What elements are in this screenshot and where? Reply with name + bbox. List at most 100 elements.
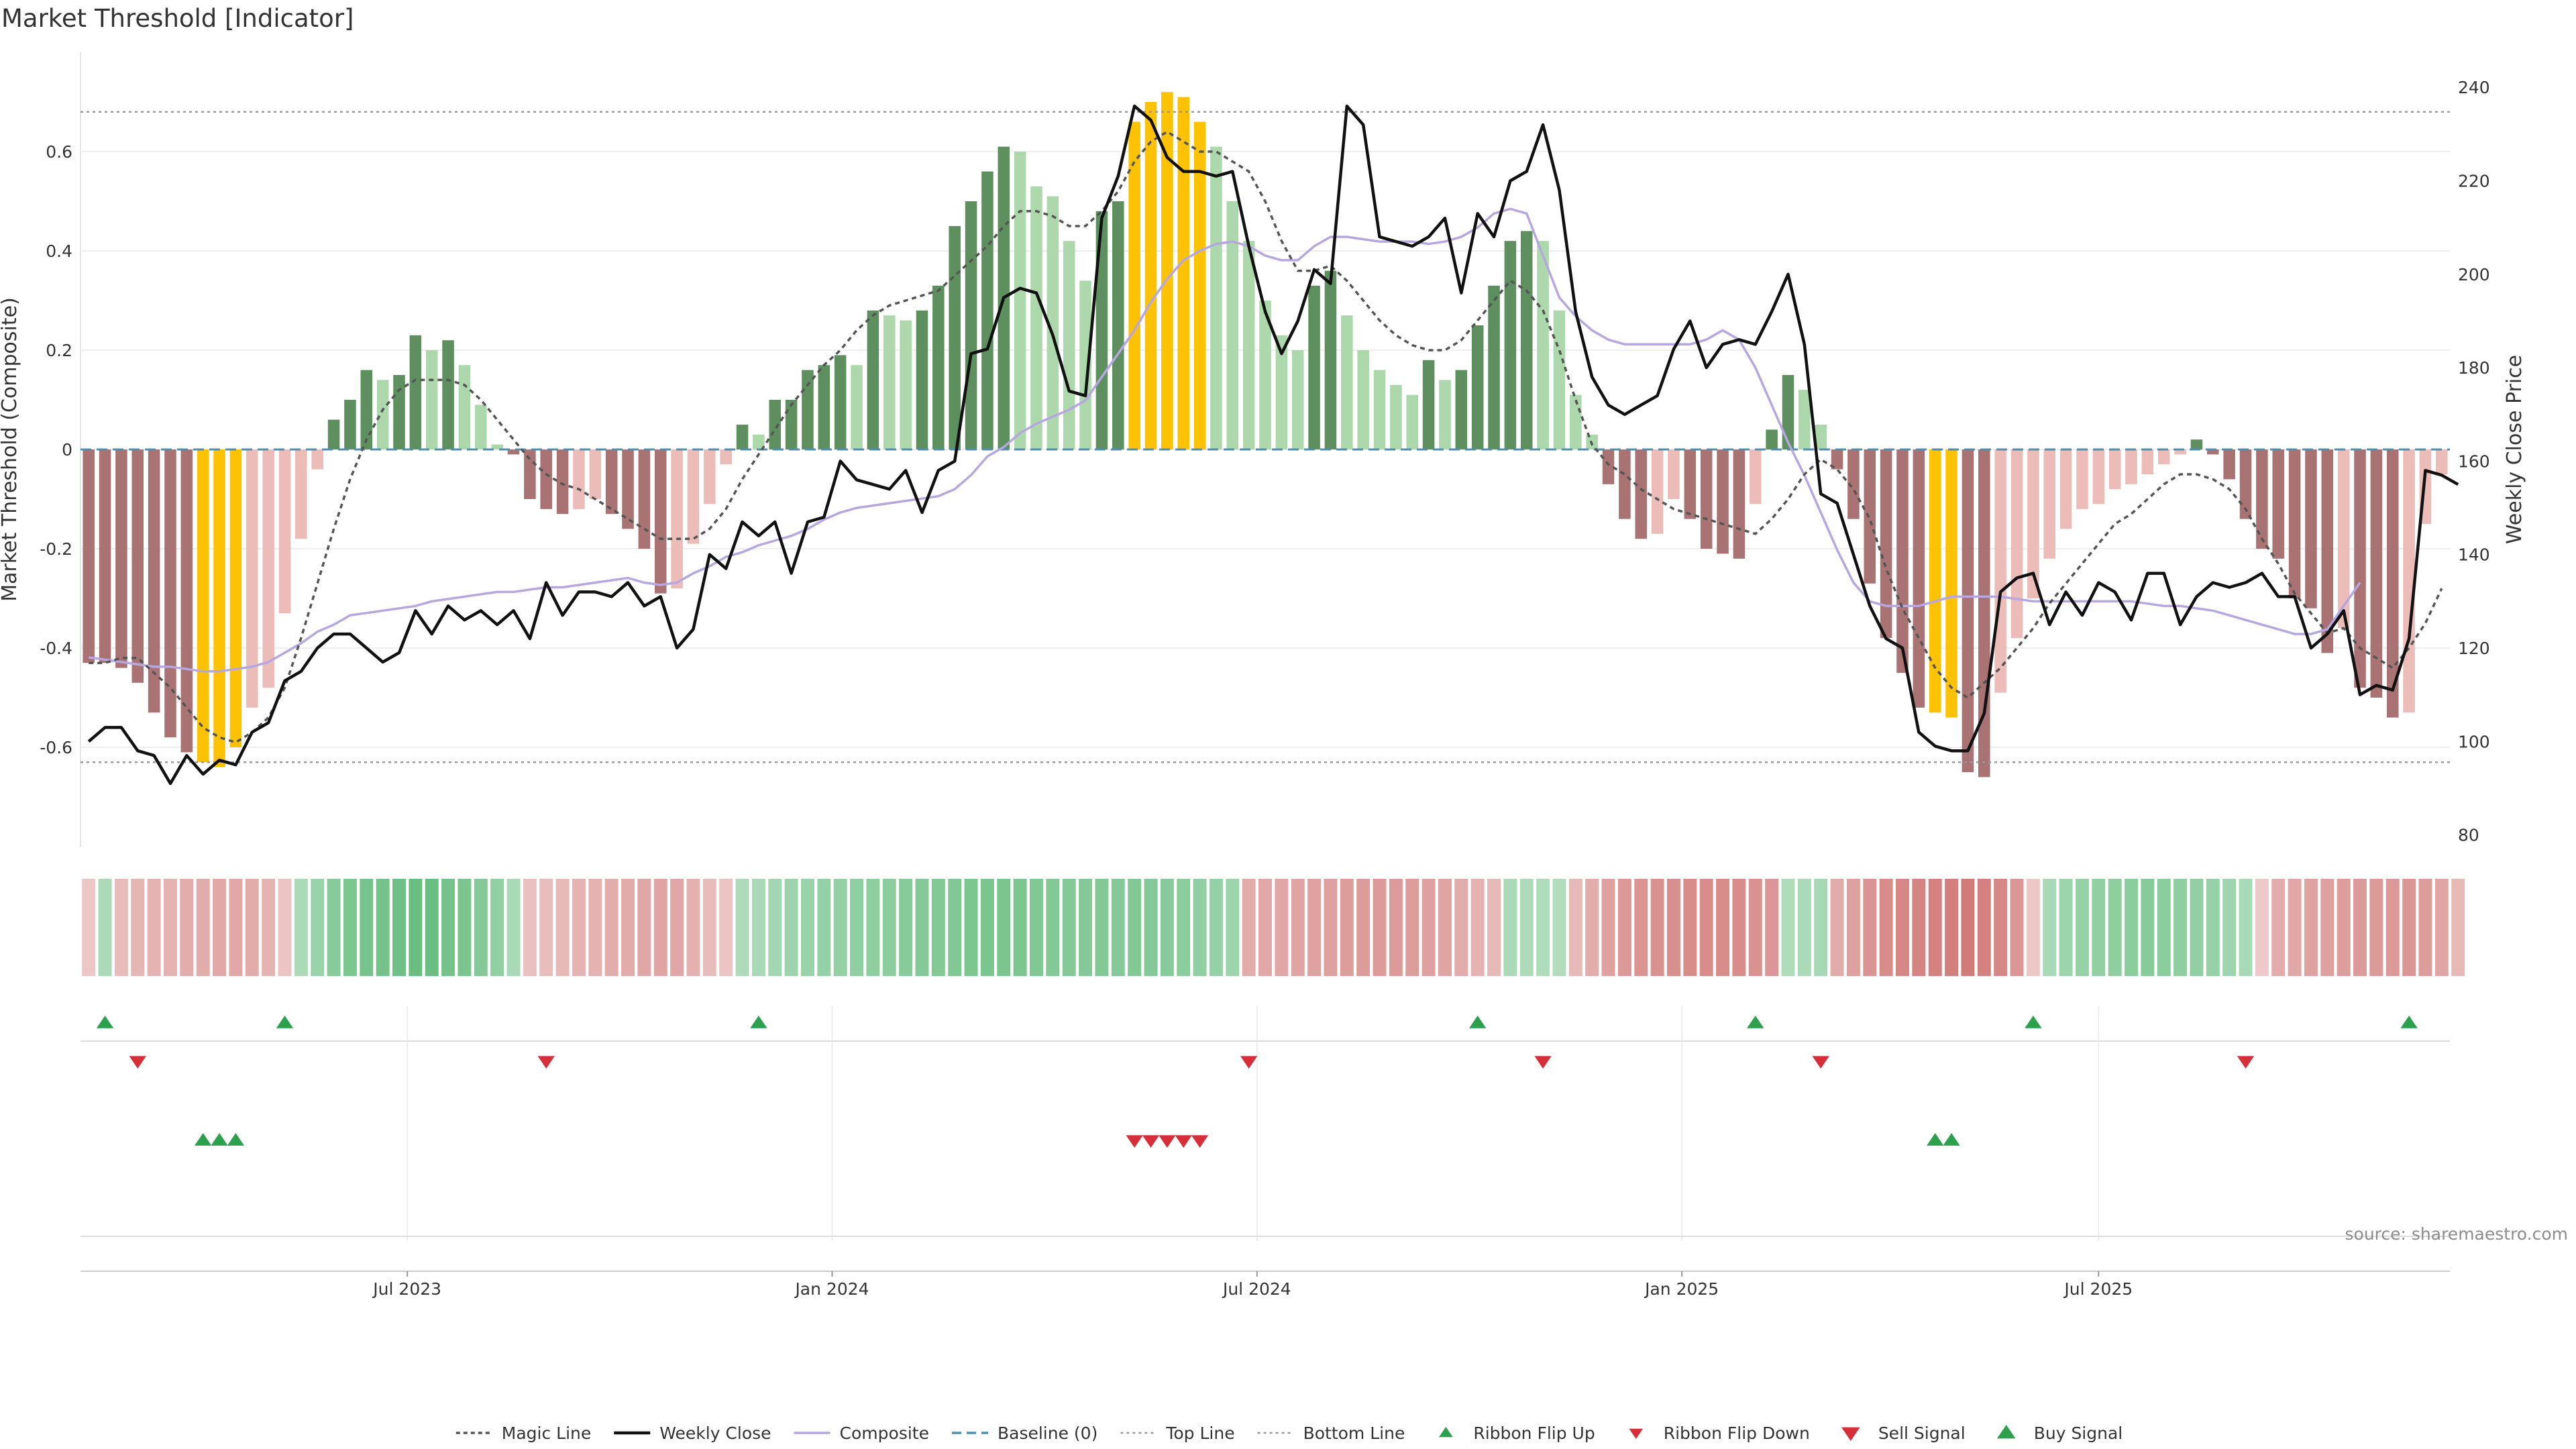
ribbon-cell: [2092, 879, 2106, 976]
ribbon-cell: [1405, 879, 1419, 976]
composite-bar: [1422, 360, 1435, 449]
composite-bar: [2288, 449, 2301, 598]
ribbon-cell: [2190, 879, 2204, 976]
composite-bar: [1063, 241, 1075, 449]
sell-signal-marker: [1126, 1135, 1143, 1148]
ribbon-flip-down-marker: [537, 1056, 555, 1069]
ribbon-cell: [1144, 879, 1158, 976]
ribbon-cell: [294, 879, 308, 976]
ribbon-cell: [882, 879, 896, 976]
x-tick-label: Jul 2025: [2063, 1279, 2133, 1299]
ribbon-cell: [1307, 879, 1322, 976]
composite-bar: [2321, 449, 2334, 653]
composite-bar: [1700, 449, 1713, 549]
ribbon-flip-up-marker: [276, 1016, 294, 1028]
composite-bar: [1766, 429, 1778, 449]
buy-signal-marker: [195, 1133, 212, 1146]
composite-bar: [458, 365, 471, 449]
right-tick-label: 220: [2458, 172, 2490, 191]
ribbon-cell: [539, 879, 553, 976]
ribbon-cell: [964, 879, 978, 976]
composite-bar: [867, 310, 879, 449]
composite-bar: [278, 449, 291, 614]
ribbon-cell: [311, 879, 325, 976]
composite-bar: [1324, 270, 1337, 449]
ribbon-cell: [343, 879, 357, 976]
ribbon-cell: [1519, 879, 1534, 976]
ribbon-cell: [1617, 879, 1631, 976]
composite-bar: [1799, 390, 1811, 449]
weekly-close-line: [87, 104, 2459, 786]
composite-bar: [1651, 449, 1664, 534]
composite-bar: [327, 419, 340, 449]
ribbon-cell: [604, 879, 619, 976]
composite-line: [88, 207, 2361, 673]
ribbon-cell: [1258, 879, 1272, 976]
composite-bar: [2436, 449, 2448, 474]
ribbon-cell: [1421, 879, 1436, 976]
buy-signal-marker: [1927, 1133, 1944, 1146]
composite-bar: [1978, 449, 1990, 777]
ribbon-cell: [1356, 879, 1371, 976]
ribbon-flip-up-marker: [2025, 1016, 2042, 1028]
composite-bar: [1046, 196, 1059, 449]
ribbon-cell: [2418, 879, 2432, 976]
composite-bar: [1193, 121, 1206, 449]
composite-bar: [1161, 92, 1173, 449]
ribbon-cell: [768, 879, 782, 976]
ribbon-cell: [180, 879, 194, 976]
ribbon-cell: [2157, 879, 2171, 976]
composite-bar: [802, 370, 814, 449]
composite-bar: [2174, 449, 2186, 455]
composite-bar: [115, 449, 127, 668]
ribbon-cell: [490, 879, 504, 976]
composite-bar: [229, 449, 242, 747]
ribbon-cell: [2043, 879, 2057, 976]
composite-bar: [671, 449, 683, 589]
ribbon-cell: [2141, 879, 2155, 976]
ribbon-cell: [474, 879, 488, 976]
composite-bar: [1275, 335, 1288, 449]
ribbon-cell: [555, 879, 570, 976]
ribbon-cell: [1699, 879, 1713, 976]
ribbon-cell: [1389, 879, 1403, 976]
ribbon-cell: [784, 879, 798, 976]
ribbon-cell: [2271, 879, 2286, 976]
left-tick-label: 0: [62, 440, 72, 460]
composite-bar: [2059, 449, 2072, 529]
legend-handle: [1841, 1427, 1860, 1441]
ribbon-cell: [719, 879, 733, 976]
composite-bar: [1733, 449, 1746, 559]
composite-bar: [1357, 350, 1369, 449]
ribbon-cell: [1846, 879, 1860, 976]
ribbon-cell: [1814, 879, 1828, 976]
composite-bar: [965, 201, 977, 449]
x-tick-label: Jan 2025: [1644, 1279, 1719, 1299]
composite-bar: [1782, 375, 1794, 449]
ribbon-cell: [866, 879, 880, 976]
ribbon-panel: [82, 879, 2465, 976]
ribbon-cell: [1340, 879, 1354, 976]
ribbon-cell: [1503, 879, 1517, 976]
composite-bar: [1128, 121, 1140, 449]
ribbon-cell: [2402, 879, 2416, 976]
chart-title: Market Threshold [Indicator]: [1, 4, 354, 33]
composite-bar: [164, 449, 176, 738]
ribbon-cell: [637, 879, 651, 976]
left-axis-label: Market Threshold (Composite): [0, 297, 21, 602]
ribbon-cell: [931, 879, 945, 976]
composite-bar: [1684, 449, 1697, 519]
composite-bar: [981, 171, 994, 449]
ribbon-flip-down-marker: [1240, 1056, 1258, 1069]
composite-bar: [2027, 449, 2039, 598]
composite-bar: [1717, 449, 1729, 554]
composite-bar: [1406, 394, 1418, 449]
composite-bar: [1014, 152, 1026, 449]
ribbon-cell: [1552, 879, 1566, 976]
composite-bar: [131, 449, 144, 683]
composite-bar: [1226, 201, 1239, 449]
signal-panel: [80, 1006, 2450, 1241]
composite-bar: [1177, 97, 1189, 450]
ribbon-cell: [2010, 879, 2024, 976]
right-tick-label: 100: [2458, 732, 2490, 751]
